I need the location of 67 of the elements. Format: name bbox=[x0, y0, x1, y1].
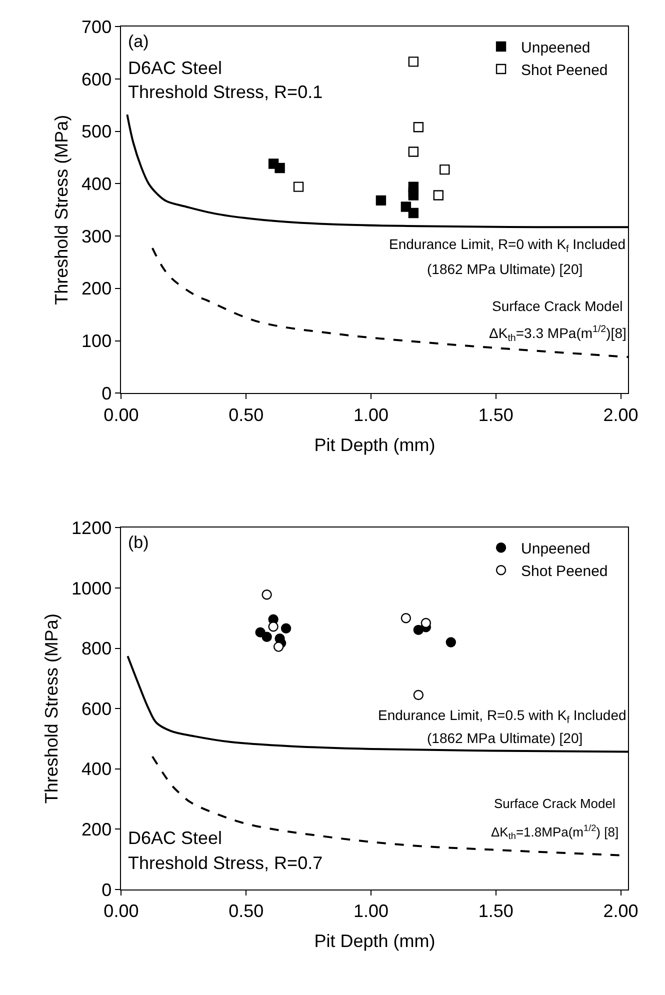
x-tick-label: 0.50 bbox=[228, 901, 264, 922]
x-tick-label: 0.50 bbox=[228, 404, 264, 425]
y-axis-title: Threshold Stress (MPa) bbox=[52, 114, 72, 305]
x-tick-label: 1.50 bbox=[478, 404, 514, 425]
point bbox=[408, 190, 419, 200]
x-tick-label: 0.00 bbox=[104, 404, 139, 425]
annotation: Endurance Limit, R=0 with K$_{f}$ Included bbox=[389, 236, 626, 255]
y-tick-label: 1200 bbox=[72, 518, 112, 538]
point bbox=[440, 164, 450, 175]
x-tick-label: 0.00 bbox=[104, 901, 139, 922]
y-tick-label: 600 bbox=[82, 698, 112, 719]
legend-label: Shot Peened bbox=[521, 62, 608, 79]
y-tick-label: 400 bbox=[82, 759, 112, 780]
annotation: (1862 MPa Ultimate) [20] bbox=[427, 730, 583, 746]
y-tick-label: 700 bbox=[82, 16, 112, 37]
annotation: ΔK$_{th}$=1.8MPa(m$^{1/2}$) [8] bbox=[491, 823, 619, 842]
y-tick-label: 500 bbox=[82, 122, 112, 142]
annotation: Surface Crack Model bbox=[494, 796, 616, 811]
annotation: D6AC Steel bbox=[128, 828, 222, 848]
x-tick-label: 2.00 bbox=[603, 901, 638, 922]
annotation: (1862 MPa Ultimate) [20] bbox=[427, 261, 583, 277]
point bbox=[274, 162, 285, 174]
annotation: Surface Crack Model bbox=[492, 298, 623, 314]
point bbox=[420, 618, 432, 628]
point bbox=[413, 690, 424, 700]
y-tick-label: 400 bbox=[82, 174, 112, 194]
y-tick-label: 0 bbox=[102, 880, 112, 900]
legend-label: Shot Peened bbox=[521, 562, 608, 580]
point bbox=[433, 190, 444, 200]
y-tick-label: 1000 bbox=[72, 578, 112, 598]
x-tick-label: 1.50 bbox=[478, 901, 514, 922]
annotation: Threshold Stress, R=0.7 bbox=[128, 853, 323, 873]
point bbox=[408, 146, 419, 157]
y-tick-label: 300 bbox=[82, 226, 112, 246]
y-tick-label: 200 bbox=[82, 278, 112, 299]
y-tick-label: 100 bbox=[82, 331, 112, 352]
point bbox=[273, 642, 284, 652]
legend-label: Unpeened bbox=[521, 540, 590, 558]
annotation: ΔK$_{th}$=3.3 MPa(m$^{1/2}$)[8] bbox=[489, 324, 626, 344]
point bbox=[446, 637, 456, 648]
y-tick-label: 0 bbox=[102, 383, 112, 404]
point bbox=[413, 122, 424, 132]
point bbox=[376, 195, 386, 206]
point bbox=[408, 208, 419, 218]
x-axis-title: Pit Depth (mm) bbox=[314, 931, 436, 952]
annotation: Threshold Stress, R=0.1 bbox=[128, 82, 323, 102]
point bbox=[280, 623, 292, 634]
point bbox=[262, 590, 272, 600]
y-tick-label: 600 bbox=[82, 69, 112, 90]
point bbox=[408, 56, 419, 67]
y-tick-label: 800 bbox=[82, 638, 112, 659]
point bbox=[268, 621, 278, 632]
annotation: (b) bbox=[128, 533, 149, 552]
x-tick-label: 1.00 bbox=[353, 404, 388, 425]
y-axis-title: Threshold Stress (MPa) bbox=[42, 614, 62, 804]
annotation: Endurance Limit, R=0.5 with K$_{f}$ Included bbox=[378, 707, 626, 726]
annotation: D6AC Steel bbox=[128, 58, 222, 78]
point bbox=[400, 202, 412, 212]
x-tick-label: 1.00 bbox=[353, 901, 388, 922]
annotation: (a) bbox=[128, 32, 149, 51]
point bbox=[400, 613, 412, 624]
legend-label: Unpeened bbox=[521, 39, 590, 56]
x-tick-label: 2.00 bbox=[603, 404, 638, 425]
point bbox=[262, 632, 272, 642]
point bbox=[293, 182, 304, 192]
y-tick-label: 200 bbox=[82, 819, 112, 840]
x-axis-title: Pit Depth (mm) bbox=[314, 434, 436, 455]
